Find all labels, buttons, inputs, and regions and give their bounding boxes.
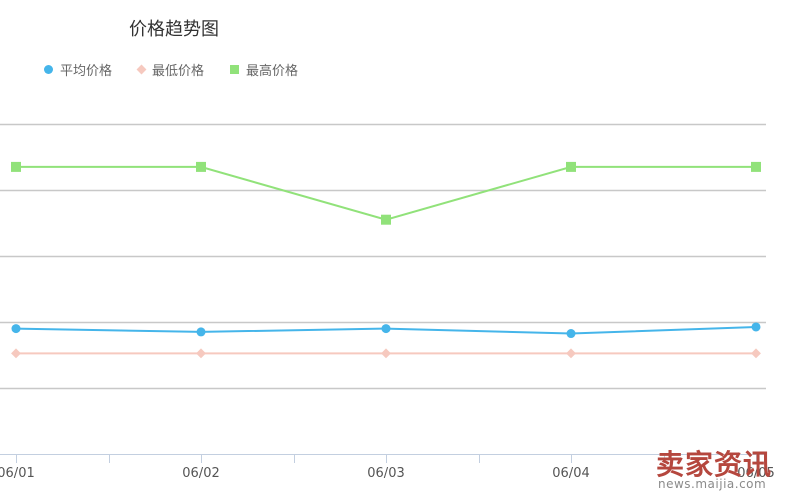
data-point [751,161,761,172]
data-point [196,348,206,359]
x-tick-label: 06/01 [0,466,35,481]
x-tick-label: 06/02 [182,466,219,481]
chart-title: 价格趋势图 [129,19,219,40]
legend-marker-average [44,65,53,74]
data-point [566,161,576,172]
legend-label-average: 平均价格 [60,64,113,79]
watermark: 卖家资讯 news.maijia.com [656,443,800,494]
watermark-url: news.maijia.com [658,477,767,491]
data-point [11,324,21,334]
legend-item-lowest[interactable]: 最低价格 [136,60,205,79]
data-point [381,324,391,334]
legend-item-average[interactable]: 平均价格 [44,60,112,79]
legend-item-highest[interactable]: 最高价格 [230,60,298,79]
x-tick-label: 06/03 [367,466,404,481]
legend-label-highest: 最高价格 [246,64,299,79]
series-line [16,165,756,221]
data-point [751,348,761,359]
data-point [196,161,206,172]
legend-marker-highest [230,65,240,74]
legend-label-lowest: 最低价格 [152,64,205,79]
data-point [566,329,576,339]
x-tick-label: 06/05 [737,466,774,481]
x-tick-label: 06/04 [552,466,589,481]
data-point [381,348,391,359]
data-point [751,322,761,332]
data-point [566,348,576,359]
data-point [381,214,391,225]
data-point [11,161,21,172]
data-point [196,327,206,337]
legend: 平均价格 最低价格 最高价格 [44,60,324,79]
watermark-logo: 卖家资讯 [656,448,773,481]
data-point [11,348,21,359]
